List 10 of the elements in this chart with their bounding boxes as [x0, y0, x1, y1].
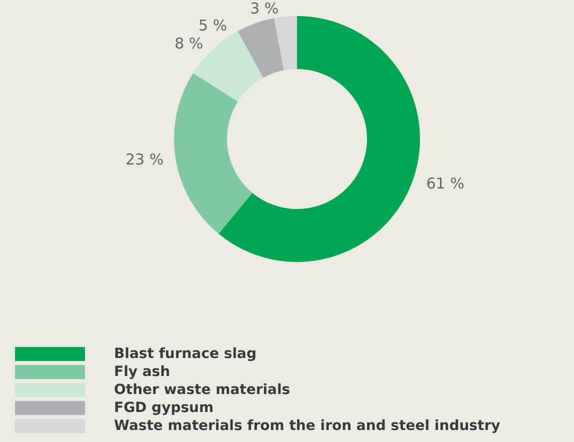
legend-label: FGD gypsum [114, 400, 214, 416]
legend-label: Waste materials from the iron and steel industry [114, 418, 500, 434]
data-label: 61 % [426, 174, 464, 192]
data-label: 5 % [198, 16, 228, 35]
data-label: 3 % [250, 0, 279, 18]
legend-label: Blast furnace slag [114, 346, 256, 362]
legend-label: Other waste materials [114, 382, 290, 398]
data-label: 8 % [174, 34, 204, 53]
legend-label: Fly ash [114, 364, 170, 380]
data-label: 23 % [126, 150, 164, 168]
